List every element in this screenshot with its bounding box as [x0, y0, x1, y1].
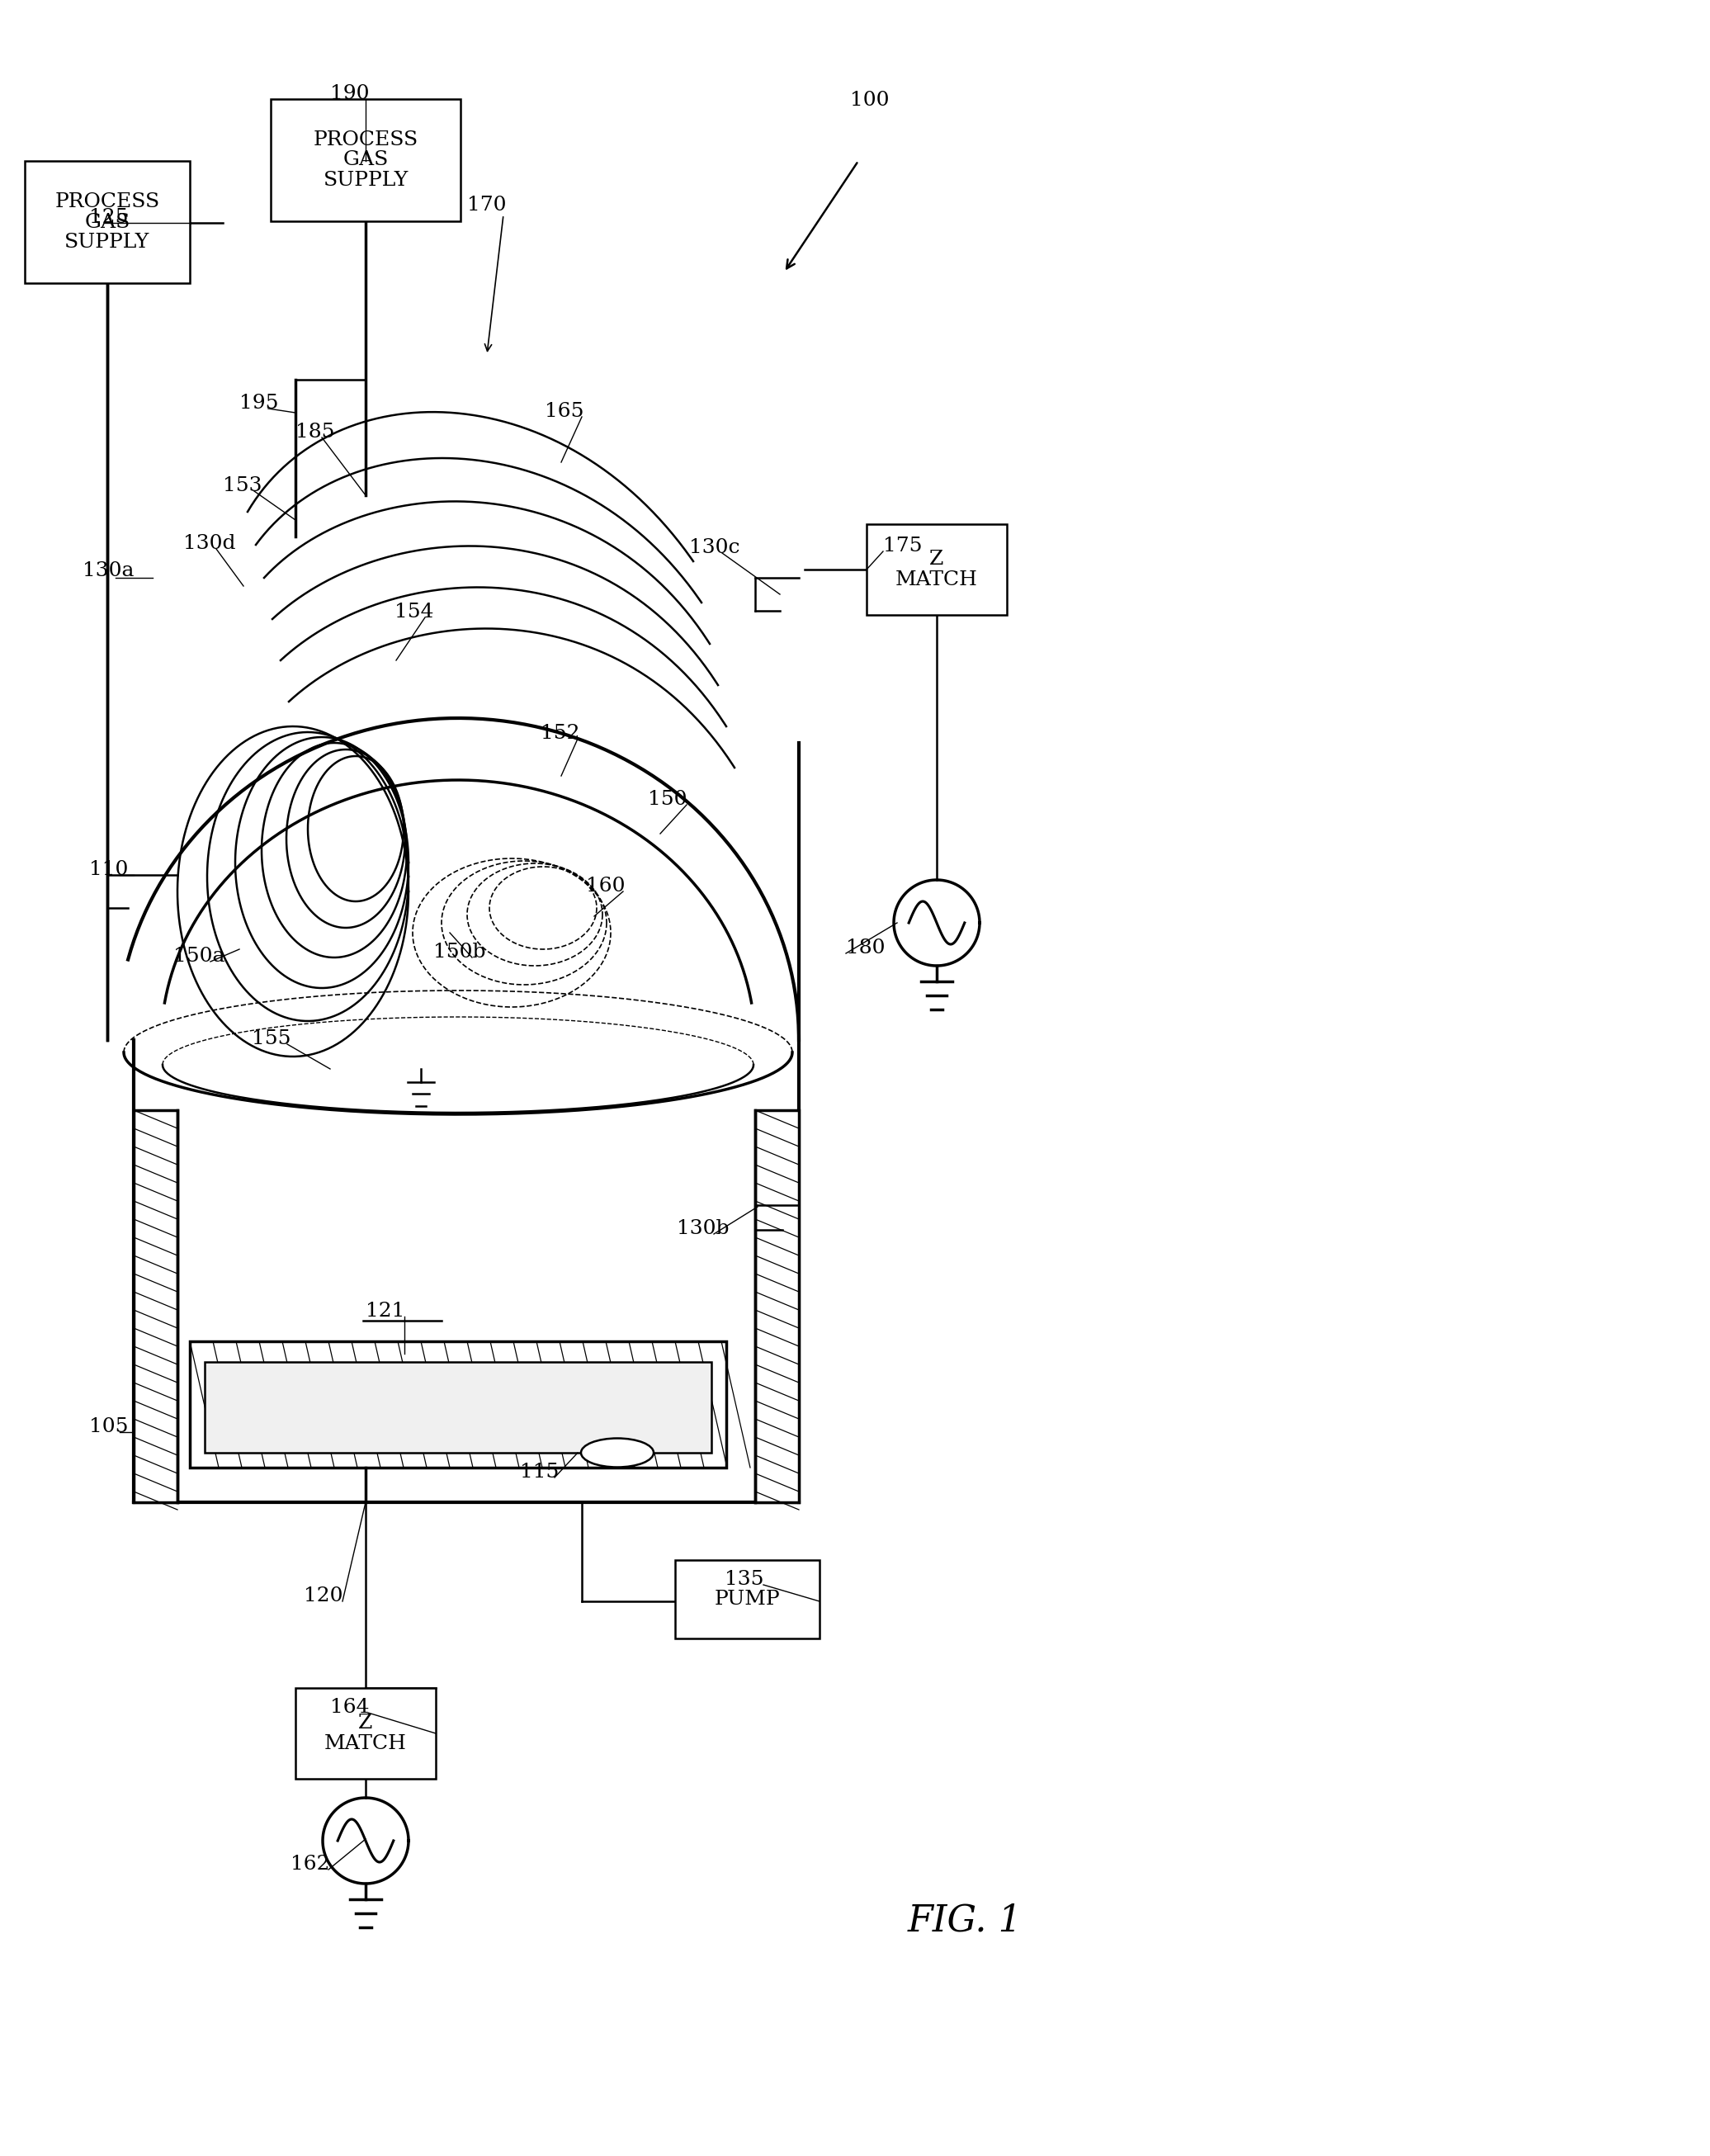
Text: SUPPLY: SUPPLY	[323, 170, 409, 190]
Text: 165: 165	[545, 401, 583, 420]
Bar	[756, 1110, 799, 1503]
Text: 175: 175	[882, 537, 922, 556]
Text: PUMP: PUMP	[715, 1589, 780, 1608]
Text: PROCESS: PROCESS	[313, 132, 419, 149]
Text: 180: 180	[846, 938, 886, 957]
Text: MATCH: MATCH	[896, 569, 978, 589]
Bar	[296, 1688, 436, 1779]
Text: GAS: GAS	[84, 213, 130, 231]
Text: 130b: 130b	[677, 1218, 728, 1238]
Text: 150b: 150b	[433, 942, 486, 962]
Bar	[867, 524, 1007, 614]
Bar	[133, 1110, 178, 1503]
Text: 185: 185	[296, 423, 335, 442]
Text: 164: 164	[330, 1699, 369, 1716]
Text: FIG. 1: FIG. 1	[908, 1904, 1023, 1938]
Bar	[24, 162, 190, 282]
Text: MATCH: MATCH	[325, 1733, 407, 1753]
Text: 125: 125	[89, 207, 128, 226]
Text: 170: 170	[467, 196, 506, 216]
Bar	[190, 1341, 727, 1468]
Text: 160: 160	[587, 877, 626, 895]
Text: 155: 155	[251, 1028, 291, 1048]
Text: 152: 152	[540, 724, 580, 744]
Text: GAS: GAS	[342, 151, 388, 170]
Bar	[675, 1561, 819, 1639]
Text: Z: Z	[359, 1714, 373, 1733]
Text: 115: 115	[520, 1462, 559, 1481]
Text: 154: 154	[395, 602, 434, 621]
Text: SUPPLY: SUPPLY	[65, 233, 150, 252]
Text: 120: 120	[304, 1587, 344, 1606]
Text: 100: 100	[850, 91, 889, 110]
Text: 150: 150	[648, 789, 687, 808]
Text: PROCESS: PROCESS	[55, 192, 159, 211]
Text: 135: 135	[725, 1570, 764, 1589]
Text: 153: 153	[222, 476, 262, 496]
Text: 195: 195	[239, 395, 279, 412]
Bar	[205, 1363, 711, 1453]
Text: 130c: 130c	[689, 539, 740, 556]
Text: 190: 190	[330, 84, 369, 103]
Bar	[270, 99, 460, 222]
Text: 130a: 130a	[82, 561, 133, 580]
Text: 121: 121	[366, 1302, 405, 1322]
Text: 150a: 150a	[173, 946, 226, 966]
Ellipse shape	[581, 1438, 653, 1468]
Text: 110: 110	[89, 860, 128, 880]
Text: Z: Z	[930, 550, 944, 569]
Text: 162: 162	[291, 1854, 330, 1874]
Text: 105: 105	[89, 1416, 128, 1436]
Text: 130d: 130d	[183, 535, 236, 554]
